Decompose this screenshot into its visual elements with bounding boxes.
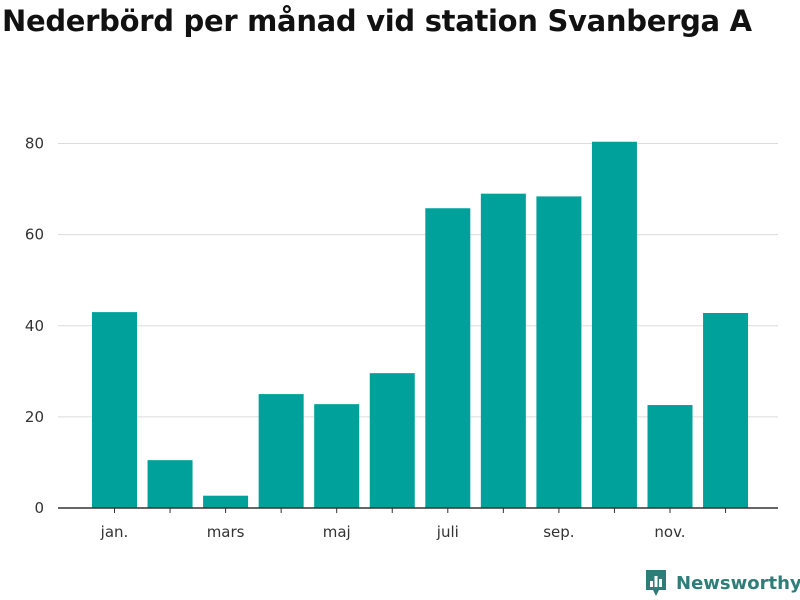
y-tick-label-0: 0	[34, 499, 44, 517]
bar-maj[interactable]	[314, 404, 360, 508]
y-tick-label-80: 80	[25, 135, 44, 153]
newsworthy-logo[interactable]: Newsworthy	[644, 568, 800, 598]
bar-nov[interactable]	[647, 405, 693, 508]
y-tick-label-60: 60	[25, 226, 44, 244]
x-tick-label-mars: mars	[207, 523, 245, 541]
bar-sep[interactable]	[536, 196, 582, 508]
x-tick-label-jan: jan.	[100, 523, 129, 541]
bar-feb[interactable]	[147, 460, 193, 508]
axes	[58, 507, 778, 513]
x-tick-label-juli: juli	[436, 523, 459, 541]
bar-apr[interactable]	[258, 394, 304, 508]
bar-juli[interactable]	[425, 208, 471, 508]
newsworthy-icon	[646, 570, 666, 596]
bar-aug[interactable]	[480, 193, 526, 508]
gridlines	[58, 143, 778, 418]
bars	[92, 141, 749, 508]
x-tick-label-maj: maj	[323, 523, 351, 541]
tick-labels: 0 20 40 60 80 jan. mars maj juli sep. nov.	[25, 135, 686, 541]
x-tick-label-nov: nov.	[654, 523, 685, 541]
bar-mars[interactable]	[203, 495, 249, 508]
bar-dec[interactable]	[703, 313, 749, 508]
y-tick-label-40: 40	[25, 317, 44, 335]
chart-title: Nederbörd per månad vid station Svanberg…	[2, 4, 752, 38]
bar-jan[interactable]	[92, 312, 137, 508]
newsworthy-wordmark: Newsworthy	[676, 572, 800, 594]
bar-juni[interactable]	[369, 373, 415, 508]
bar-okt[interactable]	[591, 141, 637, 508]
x-tick-label-sep: sep.	[543, 523, 574, 541]
y-tick-label-20: 20	[25, 408, 44, 426]
